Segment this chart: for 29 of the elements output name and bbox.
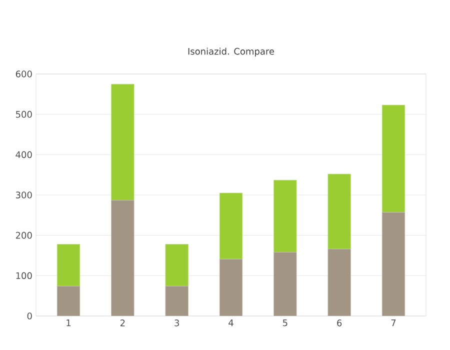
y-tick-label: 100 — [16, 272, 32, 280]
bar — [111, 200, 134, 316]
bar — [274, 180, 297, 252]
bar — [219, 258, 243, 316]
x-tick-label: 4 — [228, 320, 234, 326]
y-tick-label: 300 — [16, 192, 32, 198]
bar — [219, 192, 243, 260]
y-tick-label: 500 — [16, 110, 32, 118]
y-tick-label: 400 — [16, 151, 32, 158]
chart-title: Isoniazid. Compare — [188, 48, 274, 56]
x-tick-label: 7 — [391, 320, 396, 326]
bar — [382, 212, 406, 316]
y-tick-label: 600 — [16, 70, 32, 78]
x-tick-label: 5 — [282, 320, 288, 326]
bar — [56, 286, 80, 316]
x-tick-label: 3 — [174, 320, 179, 326]
bar — [382, 104, 406, 213]
y-tick-label: 0 — [27, 312, 32, 320]
bar — [165, 286, 188, 316]
x-tick-label: 2 — [120, 320, 125, 326]
bar — [111, 84, 134, 200]
bar — [328, 248, 351, 316]
bar — [274, 252, 297, 316]
bar — [328, 174, 351, 250]
y-tick-label: 200 — [16, 232, 32, 239]
bar — [56, 244, 80, 286]
x-tick-label: 6 — [337, 320, 342, 326]
x-tick-label: 1 — [66, 320, 71, 326]
bar — [165, 244, 188, 286]
